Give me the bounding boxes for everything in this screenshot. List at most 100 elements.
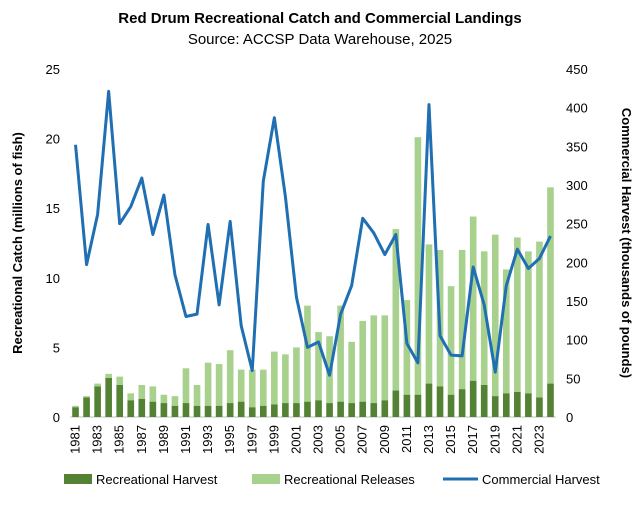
- legend-label-recreational-releases: Recreational Releases: [284, 472, 415, 487]
- bar-recreational-releases-1998: [259, 369, 267, 406]
- legend-swatch-recreational-harvest: [64, 474, 92, 484]
- y-axis-right-title: Commercial Harvest (thousands of pounds): [619, 108, 634, 378]
- bar-recreational-releases-2018: [480, 251, 488, 385]
- bar-recreational-harvest-1989: [160, 403, 168, 417]
- bar-recreational-harvest-1983: [94, 386, 101, 417]
- bar-recreational-harvest-1991: [182, 403, 190, 417]
- chart-title: Red Drum Recreational Catch and Commerci…: [118, 10, 521, 27]
- bar-recreational-harvest-1999: [271, 404, 278, 417]
- bar-recreational-harvest-2005: [337, 401, 344, 417]
- right-tick-label: 250: [566, 217, 588, 232]
- bar-recreational-harvest-2002: [304, 401, 311, 417]
- bar-recreational-harvest-2003: [315, 400, 322, 417]
- bar-recreational-harvest-2001: [293, 403, 300, 417]
- bar-recreational-harvest-2016: [458, 389, 466, 417]
- bar-recreational-releases-2006: [348, 341, 355, 404]
- bar-recreational-releases-2011: [403, 300, 411, 395]
- bar-recreational-releases-1991: [182, 368, 190, 404]
- bar-recreational-harvest-2009: [381, 400, 389, 417]
- bar-recreational-releases-2003: [315, 332, 322, 401]
- bar-recreational-harvest-1998: [259, 405, 267, 417]
- bar-recreational-releases-1997: [248, 369, 256, 408]
- legend-swatch-recreational-releases: [252, 474, 280, 484]
- bar-recreational-releases-1994: [215, 364, 223, 406]
- bar-recreational-harvest-2011: [403, 394, 411, 417]
- x-tick-label: 2005: [333, 425, 348, 454]
- bar-recreational-releases-1983: [94, 383, 101, 387]
- bar-recreational-releases-1982: [83, 396, 90, 398]
- bar-recreational-harvest-1992: [193, 405, 201, 417]
- right-tick-label: 300: [566, 178, 588, 193]
- right-tick-label: 200: [566, 255, 588, 270]
- bar-recreational-releases-2021: [514, 237, 521, 392]
- x-tick-label: 2013: [421, 425, 436, 454]
- x-tick-label: 2003: [311, 425, 326, 454]
- left-tick-label: 0: [53, 410, 60, 425]
- bar-recreational-harvest-2004: [326, 403, 333, 417]
- bar-recreational-harvest-2015: [447, 394, 455, 417]
- legend-label-recreational-harvest: Recreational Harvest: [96, 472, 218, 487]
- bar-recreational-releases-1993: [204, 362, 212, 406]
- bar-recreational-harvest-2023: [536, 397, 543, 417]
- commercial-harvest-line-group: [74, 89, 552, 377]
- x-tick-label: 1997: [244, 425, 259, 454]
- bar-recreational-releases-2019: [491, 234, 499, 397]
- bar-recreational-harvest-1997: [248, 407, 256, 417]
- left-axis-ticks: 0 5 10 15 20 25: [46, 62, 60, 425]
- bar-recreational-harvest-2020: [502, 393, 510, 417]
- bar-recreational-releases-2001: [293, 347, 300, 404]
- bar-recreational-harvest-1988: [149, 401, 157, 417]
- bar-recreational-harvest-2014: [436, 386, 444, 417]
- bar-recreational-releases-2024: [547, 187, 554, 384]
- bar-recreational-releases-2005: [337, 305, 344, 402]
- right-tick-label: 150: [566, 294, 588, 309]
- x-tick-label: 1995: [222, 425, 237, 454]
- bar-recreational-harvest-2013: [425, 383, 433, 417]
- bar-recreational-releases-2016: [458, 249, 466, 390]
- bar-recreational-harvest-1982: [83, 397, 90, 417]
- bar-recreational-releases-1992: [193, 384, 201, 406]
- bar-recreational-releases-2002: [304, 305, 311, 402]
- x-tick-label: 2015: [443, 425, 458, 454]
- x-tick-label: 2023: [531, 425, 546, 454]
- left-tick-label: 10: [46, 271, 60, 286]
- left-tick-label: 15: [46, 201, 60, 216]
- x-tick-label: 1989: [156, 425, 171, 454]
- bar-recreational-releases-1985: [116, 376, 124, 385]
- bar-recreational-releases-1996: [237, 369, 245, 402]
- bar-recreational-releases-2007: [359, 320, 367, 402]
- left-tick-label: 5: [53, 340, 60, 355]
- bar-recreational-releases-2013: [425, 244, 433, 384]
- bar-recreational-harvest-2017: [469, 380, 477, 417]
- bar-recreational-harvest-1987: [138, 398, 146, 417]
- bar-recreational-releases-1984: [105, 373, 112, 379]
- bar-recreational-releases-2020: [502, 269, 510, 394]
- bar-recreational-harvest-2022: [525, 393, 532, 417]
- bar-recreational-harvest-2018: [480, 384, 488, 417]
- left-tick-label: 20: [46, 132, 60, 147]
- bar-recreational-harvest-2008: [370, 403, 378, 417]
- bar-recreational-harvest-2019: [491, 396, 499, 417]
- right-tick-label: 400: [566, 101, 588, 116]
- line-commercial-harvest: [74, 89, 552, 377]
- bar-recreational-harvest-1995: [226, 403, 234, 417]
- bars-group: [72, 137, 554, 417]
- bar-recreational-releases-2000: [282, 354, 289, 404]
- bar-recreational-releases-1981: [72, 405, 79, 408]
- bar-recreational-releases-2010: [392, 229, 400, 391]
- bar-recreational-harvest-1985: [116, 384, 124, 417]
- bar-recreational-harvest-1984: [105, 378, 112, 417]
- x-tick-label: 1987: [134, 425, 149, 454]
- bar-recreational-harvest-1996: [237, 401, 245, 417]
- plot-area: [70, 89, 556, 418]
- bar-recreational-releases-2017: [469, 216, 477, 381]
- bar-recreational-harvest-2007: [359, 401, 367, 417]
- x-tick-label: 2021: [509, 425, 524, 454]
- bar-recreational-releases-1995: [226, 350, 234, 404]
- bar-recreational-harvest-2010: [392, 390, 400, 417]
- bar-recreational-releases-1990: [171, 396, 179, 406]
- x-tick-label: 2011: [399, 425, 414, 453]
- x-tick-label: 2007: [355, 425, 370, 454]
- right-tick-label: 450: [566, 62, 588, 77]
